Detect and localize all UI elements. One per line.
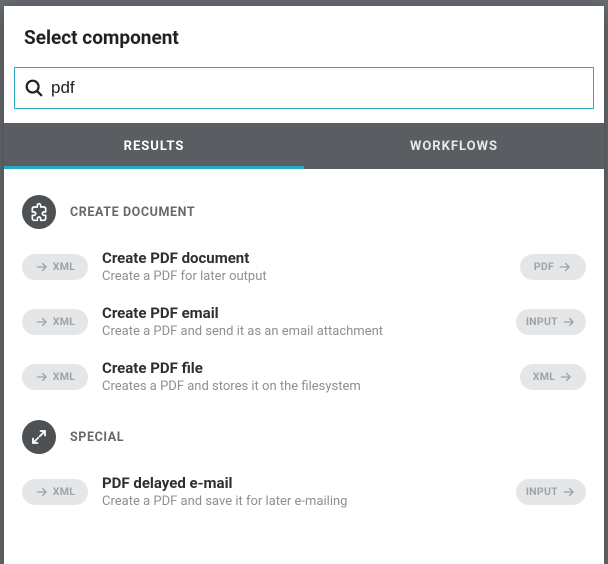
item-body: Create PDF email Create a PDF and send i… bbox=[102, 304, 502, 339]
section-header-special: SPECIAL bbox=[4, 404, 604, 464]
tab-results[interactable]: RESULTS bbox=[4, 123, 304, 169]
item-desc: Create a PDF and save it for later e-mai… bbox=[102, 494, 502, 509]
output-type-label: XML bbox=[533, 370, 555, 383]
arrow-right-icon bbox=[35, 315, 49, 329]
arrow-right-icon bbox=[562, 485, 576, 499]
item-title: Create PDF email bbox=[102, 304, 502, 322]
section-title: SPECIAL bbox=[70, 430, 124, 445]
item-body: Create PDF file Creates a PDF and stores… bbox=[102, 359, 506, 394]
item-desc: Creates a PDF and stores it on the files… bbox=[102, 379, 506, 394]
input-type-label: XML bbox=[53, 370, 75, 383]
input-type-chip: XML bbox=[22, 479, 88, 505]
item-title: PDF delayed e-mail bbox=[102, 474, 502, 492]
input-type-chip: XML bbox=[22, 364, 88, 390]
output-type-chip: XML bbox=[520, 364, 586, 390]
item-desc: Create a PDF and send it as an email att… bbox=[102, 324, 502, 339]
component-item[interactable]: XML Create PDF email Create a PDF and se… bbox=[4, 294, 604, 349]
component-item[interactable]: XML Create PDF document Create a PDF for… bbox=[4, 239, 604, 294]
input-type-label: XML bbox=[53, 315, 75, 328]
input-type-chip: XML bbox=[22, 309, 88, 335]
arrow-right-icon bbox=[35, 485, 49, 499]
output-type-label: INPUT bbox=[526, 485, 558, 498]
puzzle-icon bbox=[22, 195, 56, 229]
output-type-label: INPUT bbox=[526, 315, 558, 328]
tab-results-label: RESULTS bbox=[124, 139, 185, 154]
input-type-label: XML bbox=[53, 485, 75, 498]
search-container bbox=[4, 67, 604, 123]
dialog-title: Select component bbox=[4, 6, 604, 67]
results-panel: CREATE DOCUMENT XML Create PDF document … bbox=[4, 169, 604, 564]
arrow-right-icon bbox=[558, 260, 572, 274]
item-body: PDF delayed e-mail Create a PDF and save… bbox=[102, 474, 502, 509]
arrow-right-icon bbox=[35, 370, 49, 384]
tab-workflows-label: WORKFLOWS bbox=[410, 139, 498, 154]
search-icon bbox=[23, 77, 45, 99]
tabs: RESULTS WORKFLOWS bbox=[4, 123, 604, 169]
component-item[interactable]: XML PDF delayed e-mail Create a PDF and … bbox=[4, 464, 604, 519]
output-type-chip: PDF bbox=[520, 254, 586, 280]
tab-workflows[interactable]: WORKFLOWS bbox=[304, 123, 604, 169]
item-title: Create PDF document bbox=[102, 249, 506, 267]
select-component-dialog: Select component RESULTS WORKFLOWS CREAT… bbox=[4, 6, 604, 564]
arrow-right-icon bbox=[35, 260, 49, 274]
arrow-right-icon bbox=[559, 370, 573, 384]
output-type-chip: INPUT bbox=[516, 479, 586, 505]
item-title: Create PDF file bbox=[102, 359, 506, 377]
search-box[interactable] bbox=[14, 67, 594, 109]
item-desc: Create a PDF for later output bbox=[102, 269, 506, 284]
arrow-right-icon bbox=[562, 315, 576, 329]
item-body: Create PDF document Create a PDF for lat… bbox=[102, 249, 506, 284]
component-item[interactable]: XML Create PDF file Creates a PDF and st… bbox=[4, 349, 604, 404]
section-title: CREATE DOCUMENT bbox=[70, 205, 195, 220]
expand-icon bbox=[22, 420, 56, 454]
input-type-chip: XML bbox=[22, 254, 88, 280]
output-type-chip: INPUT bbox=[516, 309, 586, 335]
search-input[interactable] bbox=[51, 78, 585, 98]
input-type-label: XML bbox=[53, 260, 75, 273]
output-type-label: PDF bbox=[534, 260, 554, 273]
section-header-create-document: CREATE DOCUMENT bbox=[4, 179, 604, 239]
